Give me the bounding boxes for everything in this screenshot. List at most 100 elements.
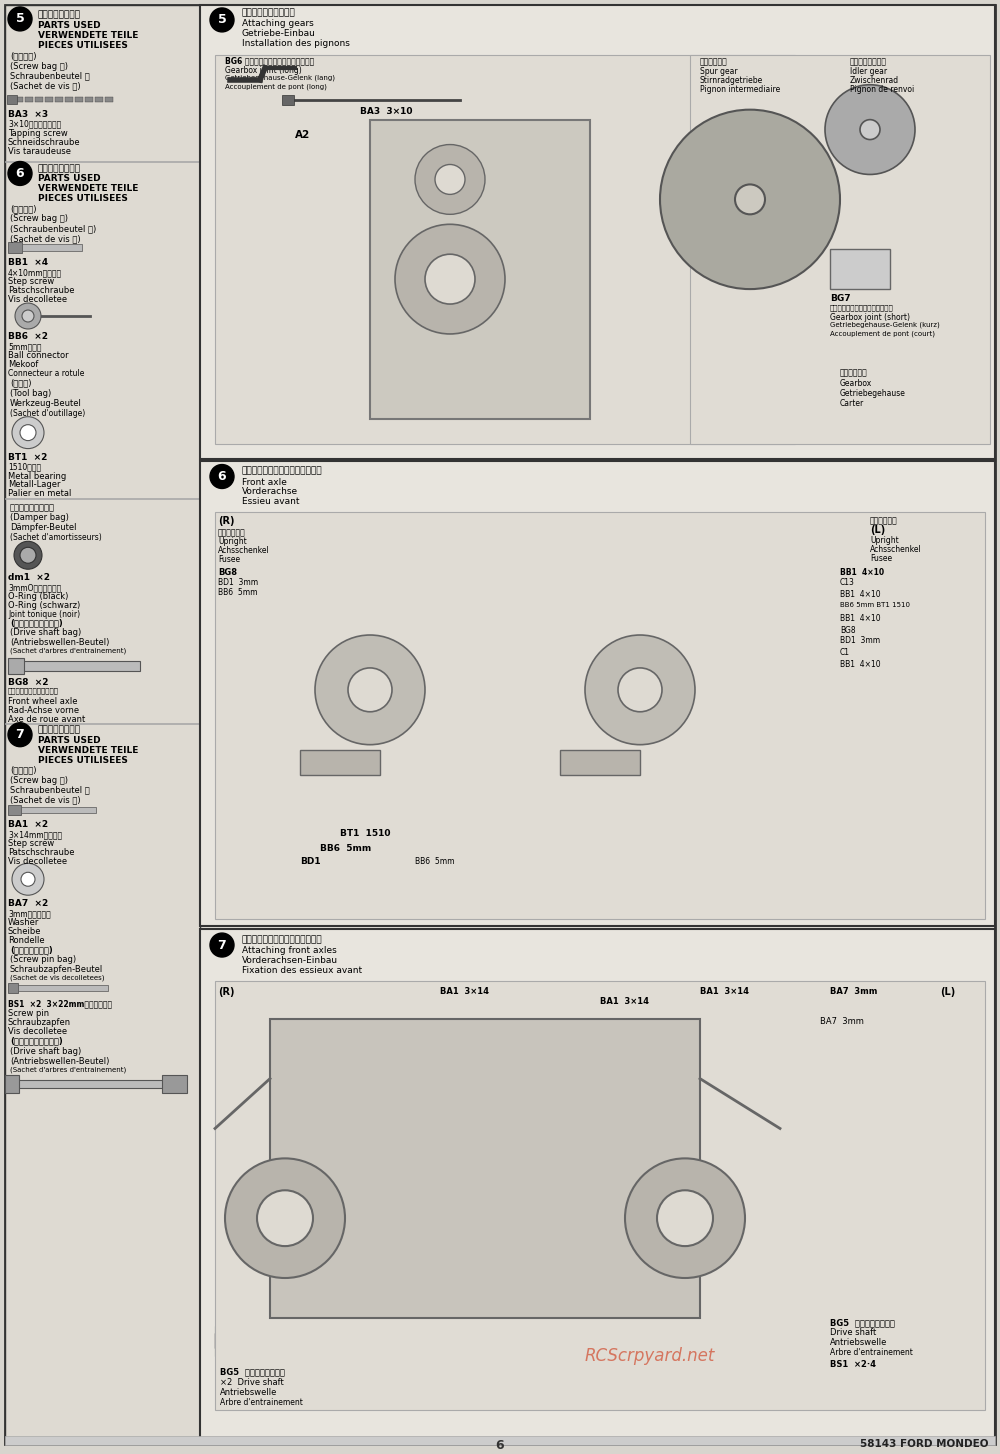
- Text: BB6  5mm: BB6 5mm: [415, 858, 454, 867]
- Circle shape: [8, 723, 32, 747]
- Text: BB6  5mm: BB6 5mm: [218, 589, 258, 598]
- Circle shape: [657, 1191, 713, 1246]
- Text: スパーギヤー: スパーギヤー: [700, 58, 728, 67]
- Text: Patschschraube: Patschschraube: [8, 848, 74, 858]
- Text: 7: 7: [218, 938, 226, 951]
- Text: 7: 7: [16, 728, 24, 742]
- Bar: [15, 1080, 165, 1088]
- Text: 3×14mm皿付ビス: 3×14mm皿付ビス: [8, 830, 62, 839]
- Text: BA7  3mm: BA7 3mm: [830, 987, 877, 996]
- Text: VERWENDETE TEILE: VERWENDETE TEILE: [38, 185, 138, 193]
- Bar: [200, 4, 995, 458]
- Text: 1510メタル: 1510メタル: [8, 462, 41, 471]
- Text: (Sachet de vis decolletees): (Sachet de vis decolletees): [10, 976, 104, 981]
- Text: Step screw: Step screw: [8, 839, 54, 848]
- Text: BB6  5mm: BB6 5mm: [320, 845, 371, 853]
- Bar: [300, 750, 380, 775]
- Circle shape: [735, 185, 765, 214]
- Text: 5: 5: [16, 13, 24, 25]
- Bar: [370, 119, 590, 419]
- Bar: [22, 244, 82, 252]
- Text: (L): (L): [940, 987, 955, 997]
- Bar: [45, 97, 53, 102]
- Text: BG6 ギヤーボックスジョイント（長）: BG6 ギヤーボックスジョイント（長）: [225, 57, 314, 65]
- Text: BB1  4×10: BB1 4×10: [840, 569, 884, 577]
- Text: 5mmボール: 5mmボール: [8, 342, 42, 350]
- Bar: [5, 4, 200, 1444]
- Circle shape: [15, 302, 41, 329]
- Text: PIECES UTILISEES: PIECES UTILISEES: [38, 195, 128, 204]
- Circle shape: [425, 254, 475, 304]
- Text: Ball connector: Ball connector: [8, 350, 69, 361]
- Text: ダンパー部品袋だ）: ダンパー部品袋だ）: [10, 503, 55, 512]
- Text: (工具袋): (工具袋): [10, 379, 32, 388]
- Text: Rad-Achse vorne: Rad-Achse vorne: [8, 705, 79, 715]
- Bar: [368, 1326, 386, 1355]
- Bar: [35, 97, 43, 102]
- Text: ギヤーケース: ギヤーケース: [840, 369, 868, 378]
- Bar: [162, 1075, 187, 1092]
- Bar: [95, 97, 103, 102]
- Text: (Drive shaft bag): (Drive shaft bag): [10, 628, 81, 637]
- Text: BT1  1510: BT1 1510: [340, 829, 390, 839]
- Text: PARTS USED: PARTS USED: [38, 174, 101, 183]
- Text: Vis decolletee: Vis decolletee: [8, 858, 67, 867]
- Text: 使用する小物金具: 使用する小物金具: [38, 726, 81, 734]
- Text: BB1  4×10: BB1 4×10: [840, 590, 881, 599]
- Circle shape: [585, 635, 695, 744]
- Text: VERWENDETE TEILE: VERWENDETE TEILE: [38, 31, 138, 39]
- Text: 6: 6: [496, 1438, 504, 1451]
- Text: Rondelle: Rondelle: [8, 936, 45, 945]
- Text: (ビス袋Ⓑ): (ビス袋Ⓑ): [10, 205, 36, 214]
- Text: Spur gear: Spur gear: [700, 67, 738, 76]
- Text: O-Ring (schwarz): O-Ring (schwarz): [8, 601, 80, 611]
- Text: Front wheel axle: Front wheel axle: [8, 696, 78, 705]
- Circle shape: [257, 1191, 313, 1246]
- Circle shape: [12, 417, 44, 449]
- Text: Pignon intermediaire: Pignon intermediaire: [700, 84, 780, 93]
- Text: アイドラーギヤー: アイドラーギヤー: [850, 58, 887, 67]
- Bar: [10, 662, 140, 670]
- Text: (Sachet de vis Ⓑ): (Sachet de vis Ⓑ): [10, 234, 81, 243]
- Bar: [215, 55, 795, 443]
- Circle shape: [21, 872, 35, 887]
- Text: BB1  4×10: BB1 4×10: [840, 614, 881, 624]
- Text: Connecteur a rotule: Connecteur a rotule: [8, 369, 84, 378]
- Text: (Drive shaft bag): (Drive shaft bag): [10, 1047, 81, 1056]
- Bar: [282, 95, 294, 105]
- Text: Essieu avant: Essieu avant: [242, 497, 300, 506]
- Circle shape: [348, 667, 392, 712]
- Bar: [85, 97, 93, 102]
- Text: Accouplement de pont (court): Accouplement de pont (court): [830, 332, 935, 337]
- Circle shape: [20, 547, 36, 563]
- Text: BB1  ×4: BB1 ×4: [8, 259, 48, 268]
- Text: Scheibe: Scheibe: [8, 928, 42, 936]
- Text: (Sachet de vis Ⓐ): (Sachet de vis Ⓐ): [10, 81, 81, 90]
- Text: Gearbox joint (long): Gearbox joint (long): [225, 65, 302, 74]
- Text: Getriebe-Einbau: Getriebe-Einbau: [242, 29, 316, 38]
- Bar: [215, 981, 985, 1409]
- Text: Vis decolletee: Vis decolletee: [8, 1027, 67, 1035]
- Text: Gearbox joint (short): Gearbox joint (short): [830, 313, 910, 321]
- Text: C1: C1: [840, 648, 850, 657]
- Text: BA3  3×10: BA3 3×10: [360, 106, 413, 116]
- Bar: [215, 1333, 370, 1348]
- Text: （ギヤーのとりつけ）: （ギヤーのとりつけ）: [242, 7, 296, 17]
- Text: (ビス袋Ⓐ): (ビス袋Ⓐ): [10, 766, 36, 775]
- Text: Front axle: Front axle: [242, 477, 287, 487]
- Text: Arbre d'entrainement: Arbre d'entrainement: [220, 1397, 303, 1406]
- Text: VERWENDETE TEILE: VERWENDETE TEILE: [38, 746, 138, 755]
- Bar: [21, 807, 96, 813]
- Text: (Damper bag): (Damper bag): [10, 513, 69, 522]
- Circle shape: [210, 933, 234, 957]
- Text: Screw pin: Screw pin: [8, 1009, 49, 1018]
- Text: BB6  ×2: BB6 ×2: [8, 332, 48, 340]
- Text: BD1  3mm: BD1 3mm: [218, 579, 258, 587]
- Text: 6: 6: [218, 470, 226, 483]
- Text: Attaching gears: Attaching gears: [242, 19, 314, 28]
- Text: PIECES UTILISEES: PIECES UTILISEES: [38, 41, 128, 49]
- Bar: [8, 806, 21, 816]
- Text: BG8  ×2: BG8 ×2: [8, 678, 48, 686]
- Text: BG8: BG8: [218, 569, 237, 577]
- Text: Schraubenbeutel Ⓐ: Schraubenbeutel Ⓐ: [10, 71, 90, 81]
